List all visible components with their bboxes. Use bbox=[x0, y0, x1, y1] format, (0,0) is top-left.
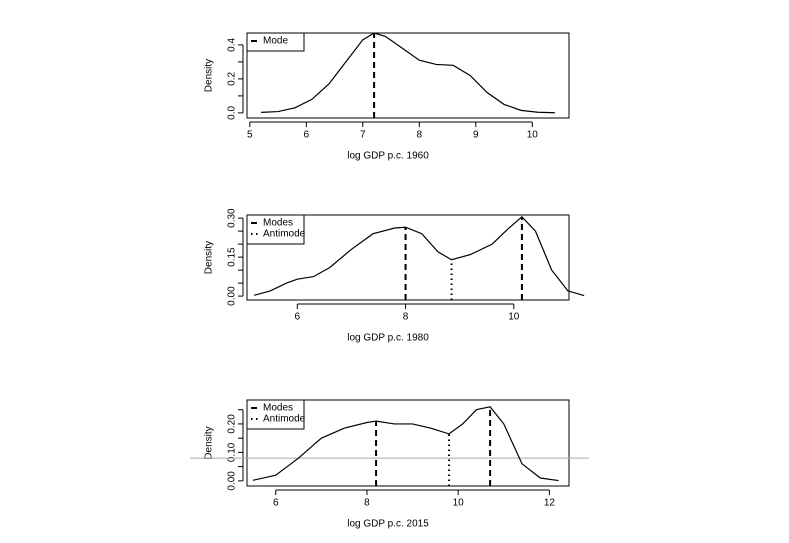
x-tick-label: 10 bbox=[453, 498, 465, 509]
y-tick-label: 0.30 bbox=[227, 208, 238, 228]
y-tick-label: 0.15 bbox=[227, 247, 238, 267]
x-tick-label: 7 bbox=[360, 130, 366, 141]
legend-label: Modes bbox=[263, 218, 293, 229]
x-axis-title: log GDP p.c. 1960 bbox=[347, 151, 429, 162]
y-tick-label: 0.4 bbox=[227, 38, 238, 52]
y-tick-label: 0.10 bbox=[227, 442, 238, 462]
y-tick-label: 0.00 bbox=[227, 471, 238, 491]
density-curve bbox=[253, 215, 585, 297]
x-tick-label: 9 bbox=[473, 130, 479, 141]
legend-label: Antimode bbox=[263, 414, 306, 425]
legend-box bbox=[246, 32, 305, 52]
x-tick-label: 6 bbox=[304, 130, 310, 141]
x-axis-title: log GDP p.c. 2015 bbox=[347, 519, 429, 530]
x-tick-label: 6 bbox=[295, 312, 301, 323]
x-tick-label: 8 bbox=[417, 130, 423, 141]
plot-box bbox=[246, 214, 570, 301]
density-curve bbox=[252, 406, 559, 482]
y-tick-label: 0.2 bbox=[227, 72, 238, 86]
x-tick-label: 10 bbox=[527, 130, 539, 141]
legend-box bbox=[246, 214, 305, 245]
x-tick-label: 12 bbox=[544, 498, 556, 509]
x-tick-label: 8 bbox=[364, 498, 370, 509]
legend-label: Modes bbox=[263, 403, 293, 414]
y-tick-label: 0.0 bbox=[227, 106, 238, 120]
x-axis-title: log GDP p.c. 1980 bbox=[347, 333, 429, 344]
y-axis-title: Density bbox=[204, 426, 215, 459]
y-axis-title: Density bbox=[204, 59, 215, 92]
y-axis-title: Density bbox=[204, 241, 215, 274]
y-tick-label: 0.20 bbox=[227, 414, 238, 434]
x-tick-label: 10 bbox=[508, 312, 520, 323]
legend-label: Mode bbox=[263, 36, 288, 47]
plot-box bbox=[246, 32, 570, 119]
legend-label: Antimode bbox=[263, 229, 306, 240]
plot-box bbox=[246, 399, 570, 487]
y-tick-label: 0.00 bbox=[227, 286, 238, 306]
x-tick-label: 6 bbox=[273, 498, 279, 509]
x-tick-label: 8 bbox=[403, 312, 409, 323]
legend-box bbox=[246, 399, 305, 430]
x-tick-label: 5 bbox=[247, 130, 253, 141]
density-curve bbox=[261, 32, 555, 114]
